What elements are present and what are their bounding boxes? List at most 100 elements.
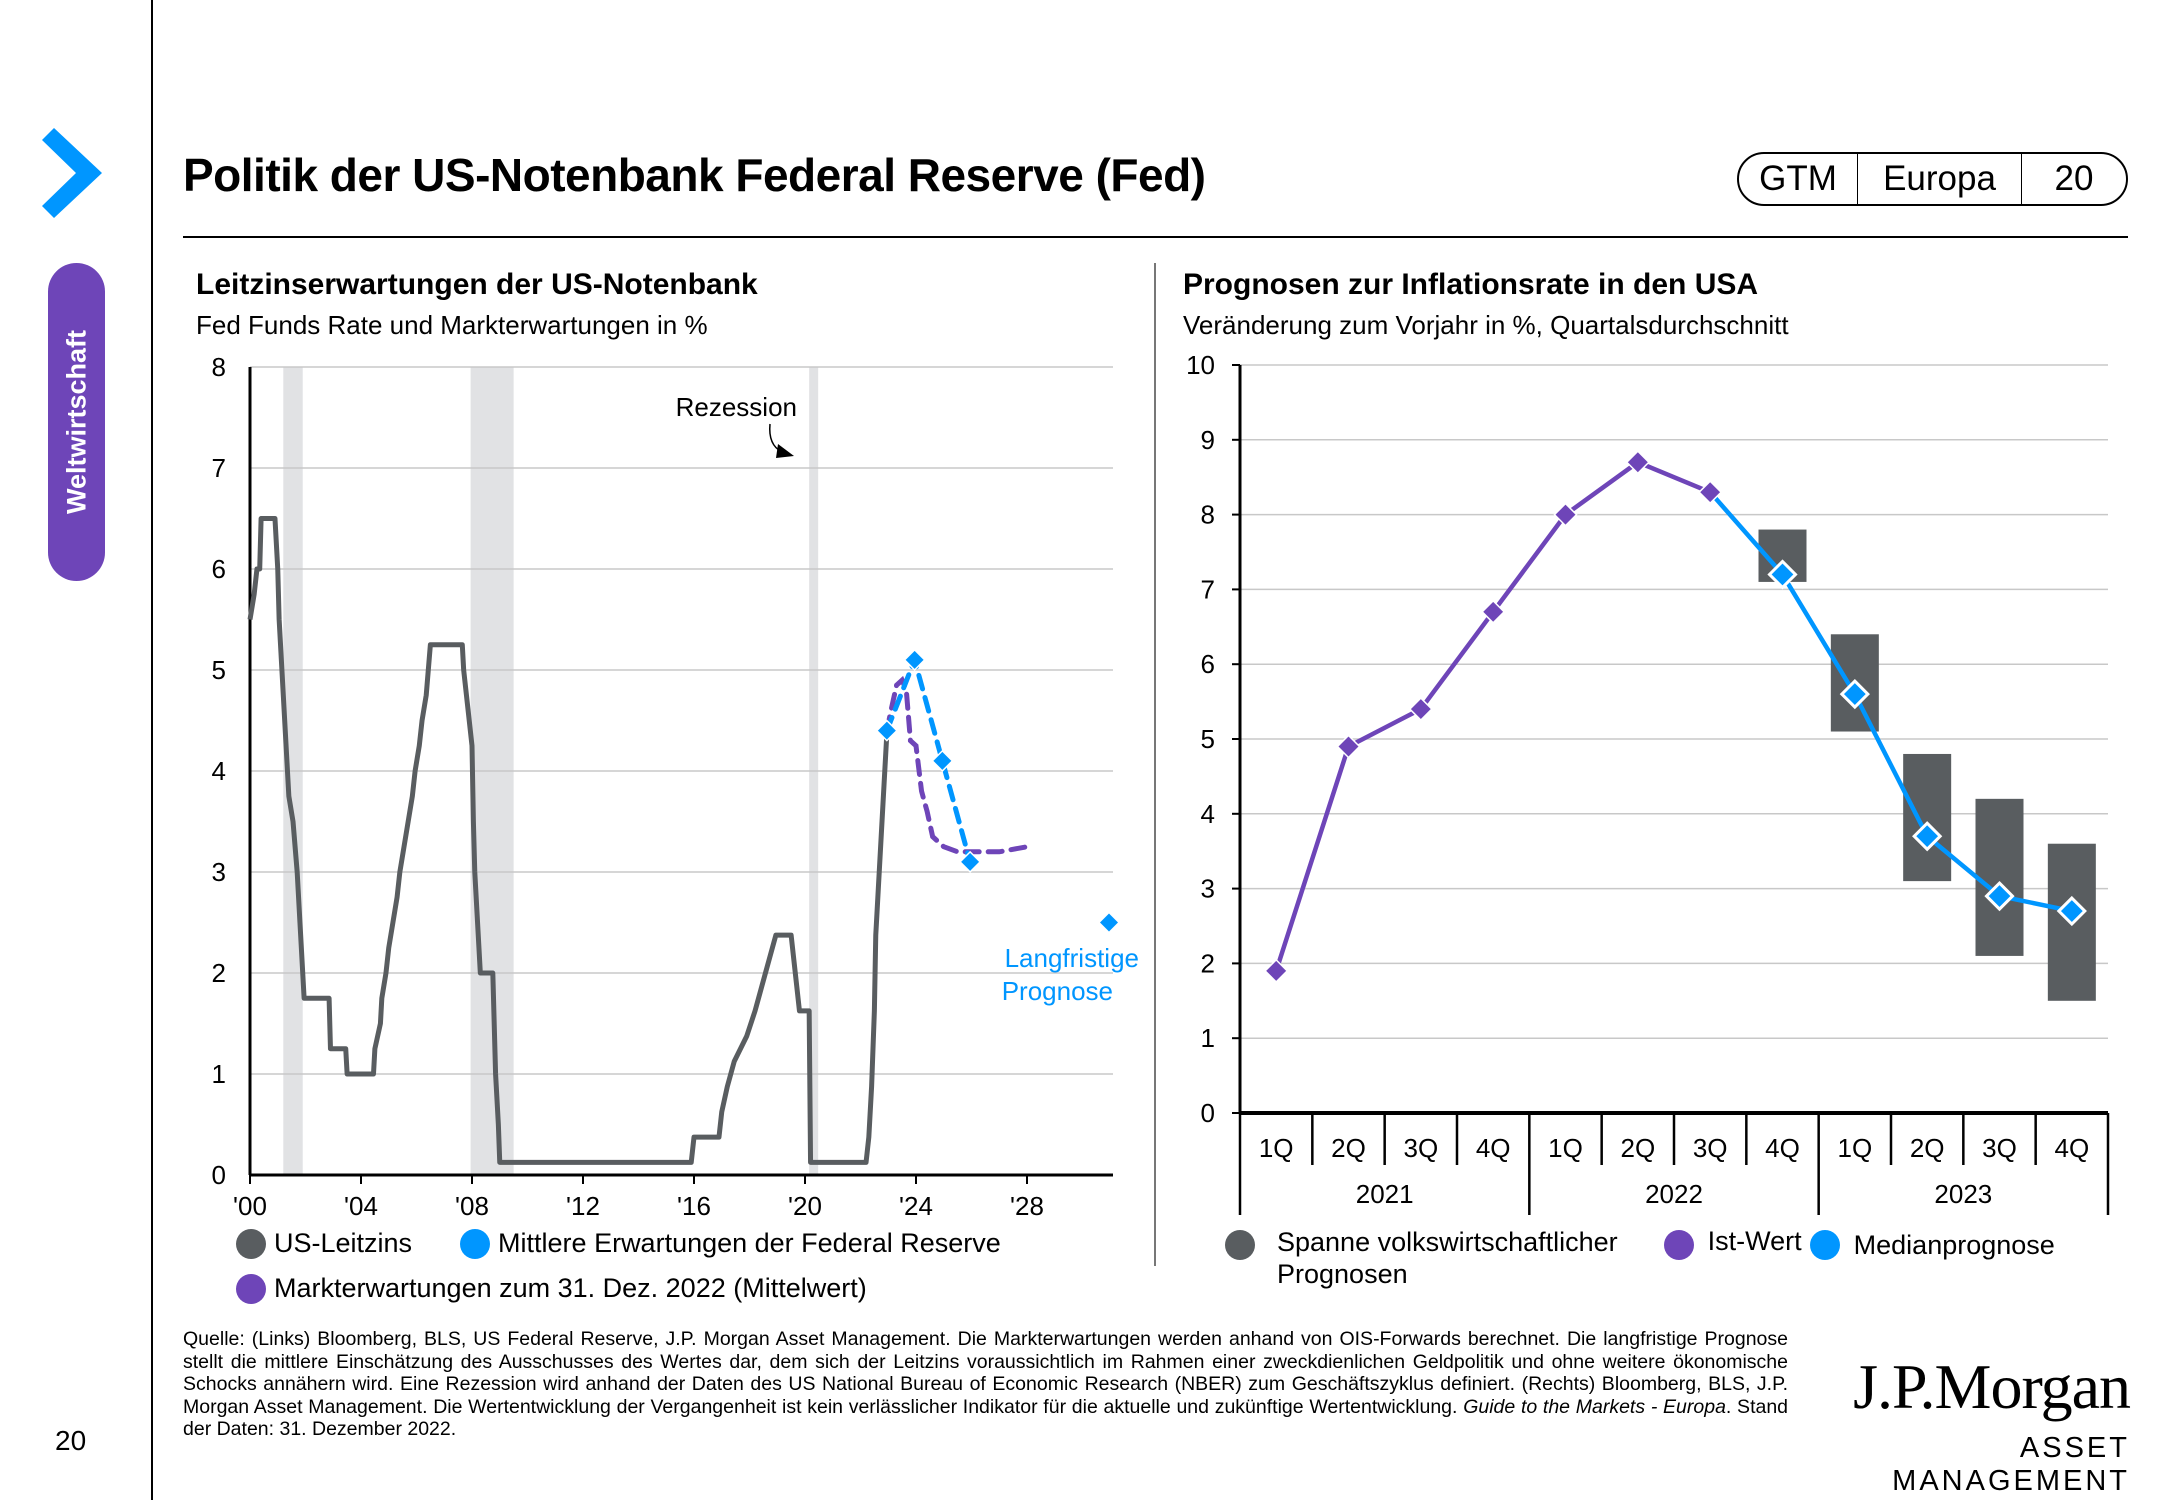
long-run-label: Langfristige bbox=[1005, 943, 1139, 973]
legend-swatch bbox=[460, 1228, 491, 1259]
right-legend: Spanne volkswirtschaftlicher Prognosen I… bbox=[1225, 1226, 2055, 1290]
left-chart-title: Leitzinserwartungen der US-Notenbank bbox=[196, 268, 758, 301]
x-tick-label: '16 bbox=[677, 1191, 711, 1221]
sidebar-divider bbox=[151, 0, 153, 1500]
page-number: 20 bbox=[55, 1425, 87, 1456]
series-line-ist-wert bbox=[1274, 459, 1712, 972]
page-badge: GTM Europa 20 bbox=[1737, 152, 2128, 206]
inflation-chart: 0 1 2 3 4 5 6 7 8 9 10 1Q 2Q 3Q 4Q 1Q 2Q 3Q 4Q 1Q 2Q 3Q 4Q 2021… bbox=[1186, 350, 2110, 1215]
badge-page: 20 bbox=[2054, 159, 2094, 198]
median-marker bbox=[1767, 559, 1798, 590]
y-tick-label: 5 bbox=[1201, 724, 1215, 754]
legend-item-ist-wert: Ist-Wert bbox=[1663, 1226, 1802, 1290]
chevron-right-icon bbox=[42, 128, 102, 218]
legend-label: Markterwartungen zum 31. Dez. 2022 (Mitt… bbox=[274, 1273, 867, 1303]
ist-wert-marker bbox=[1408, 697, 1433, 722]
median-marker bbox=[1839, 678, 1870, 710]
y-tick-label: 1 bbox=[212, 1059, 226, 1089]
page-title: Politik der US-Notenbank Federal Reserve… bbox=[183, 149, 1206, 201]
y-tick-label: 5 bbox=[212, 655, 226, 685]
forecast-range-bar bbox=[1903, 753, 1952, 882]
ist-wert-marker bbox=[1481, 599, 1506, 624]
legend-label: Ist-Wert bbox=[1707, 1226, 1802, 1256]
x-tick-label: 1Q bbox=[1837, 1133, 1872, 1163]
fed-dot-marker bbox=[931, 749, 954, 772]
legend-swatch bbox=[1663, 1230, 1694, 1260]
median-marker bbox=[2056, 895, 2087, 927]
x-tick-label: 4Q bbox=[1765, 1133, 1800, 1163]
ist-wert-marker bbox=[1336, 734, 1361, 759]
median-marker bbox=[1984, 880, 2015, 912]
section-tab[interactable]: Weltwirtschaft bbox=[48, 263, 105, 581]
x-tick-label: '08 bbox=[455, 1191, 489, 1221]
x-tick-label: 2Q bbox=[1910, 1133, 1945, 1163]
legend-label: Spanne volkswirtschaftlicher Prognosen bbox=[1277, 1227, 1618, 1289]
y-tick-label: 2 bbox=[212, 958, 226, 988]
legend-item-us-leitzins: US-Leitzins bbox=[236, 1228, 412, 1259]
fed-dot-marker bbox=[959, 850, 982, 873]
fed-rate-chart: 0 1 2 3 4 5 6 7 8 '00 '04 '08 '12 '16 '20 '24 '28 Rezessi… bbox=[212, 352, 1139, 1221]
badge-region: Europa bbox=[1858, 154, 2022, 204]
chart-divider bbox=[1154, 263, 1156, 1266]
long-run-label: Prognose bbox=[1002, 976, 1113, 1006]
legend-item-fed-expectations: Mittlere Erwartungen der Federal Reserve bbox=[460, 1228, 1001, 1259]
x-tick-label: 4Q bbox=[1476, 1133, 1511, 1163]
ist-wert-marker bbox=[1698, 480, 1723, 505]
annotation-arrowhead bbox=[776, 444, 794, 458]
series-line-us-leitzins bbox=[247, 516, 890, 1165]
y-tick-label: 0 bbox=[212, 1160, 226, 1190]
legend-swatch bbox=[1225, 1230, 1255, 1260]
x-tick-label: 1Q bbox=[1548, 1133, 1583, 1163]
x-tick-label: '12 bbox=[566, 1191, 600, 1221]
left-chart-subtitle: Fed Funds Rate und Markterwartungen in % bbox=[196, 310, 708, 340]
legend-swatch bbox=[1809, 1230, 1840, 1260]
legend-item-median: Medianprognose bbox=[1809, 1226, 2055, 1290]
y-tick-label: 7 bbox=[212, 453, 226, 483]
x-tick-label: 3Q bbox=[1982, 1133, 2017, 1163]
x-tick-label: '04 bbox=[344, 1191, 378, 1221]
y-tick-label: 3 bbox=[212, 857, 226, 887]
x-tick-label: 1Q bbox=[1259, 1133, 1294, 1163]
right-chart-subtitle: Veränderung zum Vorjahr in %, Quartalsdu… bbox=[1183, 310, 1789, 340]
ist-wert-marker bbox=[1625, 450, 1650, 475]
long-run-marker bbox=[1100, 913, 1118, 932]
x-tick-label: '24 bbox=[899, 1191, 933, 1221]
x-tick-label: 2Q bbox=[1620, 1133, 1655, 1163]
y-tick-label: 4 bbox=[212, 756, 226, 786]
median-marker bbox=[1912, 821, 1943, 852]
year-group-label: 2021 bbox=[1356, 1179, 1414, 1209]
y-tick-label: 3 bbox=[1201, 874, 1215, 904]
jpmorgan-logo: J.P.Morgan ASSET MANAGEMENT bbox=[1853, 1351, 2131, 1498]
ist-wert-marker bbox=[1553, 502, 1578, 527]
y-tick-label: 4 bbox=[1201, 799, 1215, 829]
x-tick-label: 2Q bbox=[1331, 1133, 1366, 1163]
y-tick-label: 7 bbox=[1201, 574, 1215, 604]
legend-label: Medianprognose bbox=[1853, 1230, 2055, 1260]
x-tick-label: 3Q bbox=[1693, 1133, 1728, 1163]
legend-item-range: Spanne volkswirtschaftlicher Prognosen bbox=[1225, 1226, 1618, 1290]
left-legend: US-Leitzins Mittlere Erwartungen der Fed… bbox=[236, 1228, 1001, 1304]
source-footnote: Quelle: (Links) Bloomberg, BLS, US Feder… bbox=[183, 1328, 1789, 1440]
y-tick-label: 10 bbox=[1186, 350, 1215, 380]
ist-wert-marker bbox=[1264, 958, 1289, 983]
y-tick-label: 9 bbox=[1201, 425, 1215, 455]
y-tick-label: 1 bbox=[1201, 1023, 1215, 1053]
fed-dot-marker bbox=[903, 648, 926, 671]
right-chart-title: Prognosen zur Inflationsrate in den USA bbox=[1183, 268, 1759, 301]
forecast-range-bar bbox=[1975, 798, 2024, 956]
x-tick-label: '00 bbox=[233, 1191, 267, 1221]
legend-label: US-Leitzins bbox=[274, 1228, 413, 1258]
fed-dot-marker bbox=[875, 719, 898, 742]
year-group-label: 2023 bbox=[1934, 1179, 1992, 1209]
legend-swatch bbox=[236, 1228, 266, 1259]
x-tick-label: '20 bbox=[788, 1191, 822, 1221]
y-tick-label: 6 bbox=[1201, 649, 1215, 679]
year-group-label: 2022 bbox=[1645, 1179, 1703, 1209]
x-tick-label: 4Q bbox=[2054, 1133, 2089, 1163]
x-tick-label: '28 bbox=[1010, 1191, 1044, 1221]
x-tick-label: 3Q bbox=[1403, 1133, 1438, 1163]
title-rule bbox=[183, 236, 2128, 238]
y-tick-label: 0 bbox=[1201, 1098, 1215, 1128]
y-tick-label: 8 bbox=[212, 352, 226, 382]
legend-swatch bbox=[236, 1273, 266, 1304]
